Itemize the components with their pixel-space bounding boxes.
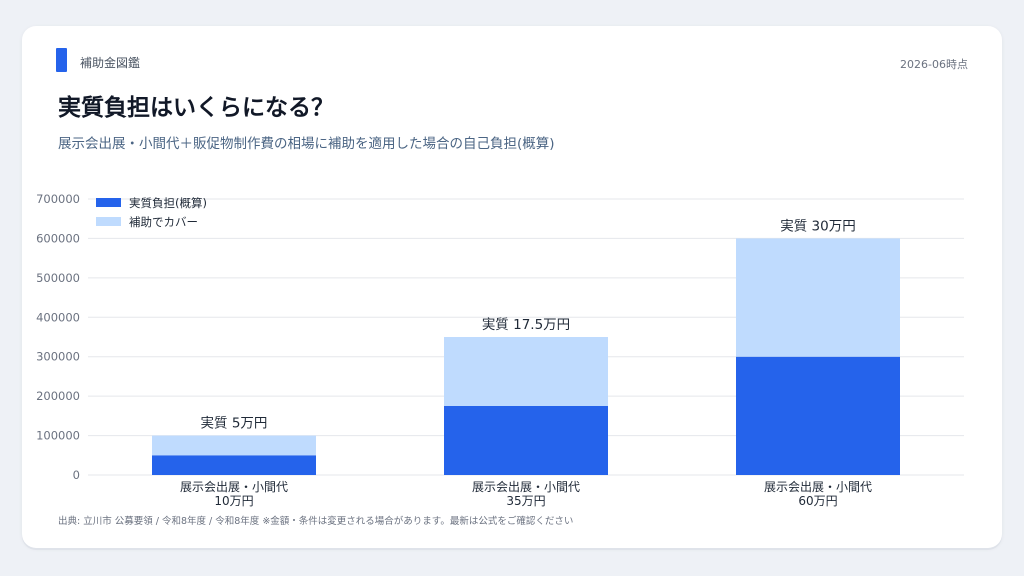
bar-value-label: 実質 5万円 — [201, 416, 268, 432]
x-tick-label: 展示会出展・小間代 — [472, 480, 580, 494]
x-tick-label: 展示会出展・小間代 — [764, 480, 872, 494]
brand-name: 補助金図鑑 — [80, 56, 141, 70]
y-tick-label: 0 — [73, 468, 80, 482]
legend-swatch — [96, 217, 121, 226]
y-tick-label: 300000 — [36, 350, 80, 364]
legend-label: 補助でカバー — [129, 215, 198, 229]
bar-value-label: 実質 17.5万円 — [482, 317, 570, 333]
bar-self-burden — [444, 406, 608, 475]
x-tick-label: 10万円 — [214, 494, 253, 508]
source-note: 出典: 立川市 公募要領 / 令和8年度 / 令和8年度 ※金額・条件は変更され… — [58, 516, 574, 527]
brand-accent-bar — [56, 48, 67, 72]
bar-value-label: 実質 30万円 — [780, 218, 855, 234]
bar-self-burden — [152, 455, 316, 475]
y-tick-label: 500000 — [36, 271, 80, 285]
stacked-bar-chart: 0 100000 200000 300000 400000 500000 600000 700… — [36, 192, 964, 508]
y-tick-label: 600000 — [36, 231, 80, 245]
legend-label: 実質負担(概算) — [129, 196, 207, 210]
y-tick-label: 100000 — [36, 429, 80, 443]
bar-self-burden — [736, 356, 900, 475]
y-tick-label: 200000 — [36, 389, 80, 403]
chart-card: 補助金図鑑 2026-06時点 実質負担はいくらになる？ 展示会出展・小間代＋販… — [22, 26, 1002, 548]
y-tick-label: 400000 — [36, 310, 80, 324]
as-of-date: 2026-06時点 — [900, 58, 968, 71]
x-tick-label: 60万円 — [798, 494, 837, 508]
page-title: 実質負担はいくらになる？ — [58, 95, 334, 121]
legend-swatch — [96, 198, 121, 207]
x-tick-label: 展示会出展・小間代 — [180, 480, 288, 494]
bar-subsidy — [444, 337, 608, 406]
page-subtitle: 展示会出展・小間代＋販促物制作費の相場に補助を適用した場合の自己負担(概算) — [58, 136, 555, 152]
x-tick-label: 35万円 — [506, 494, 545, 508]
bar-subsidy — [152, 435, 316, 456]
y-tick-label: 700000 — [36, 192, 80, 206]
bar-subsidy — [736, 238, 900, 357]
